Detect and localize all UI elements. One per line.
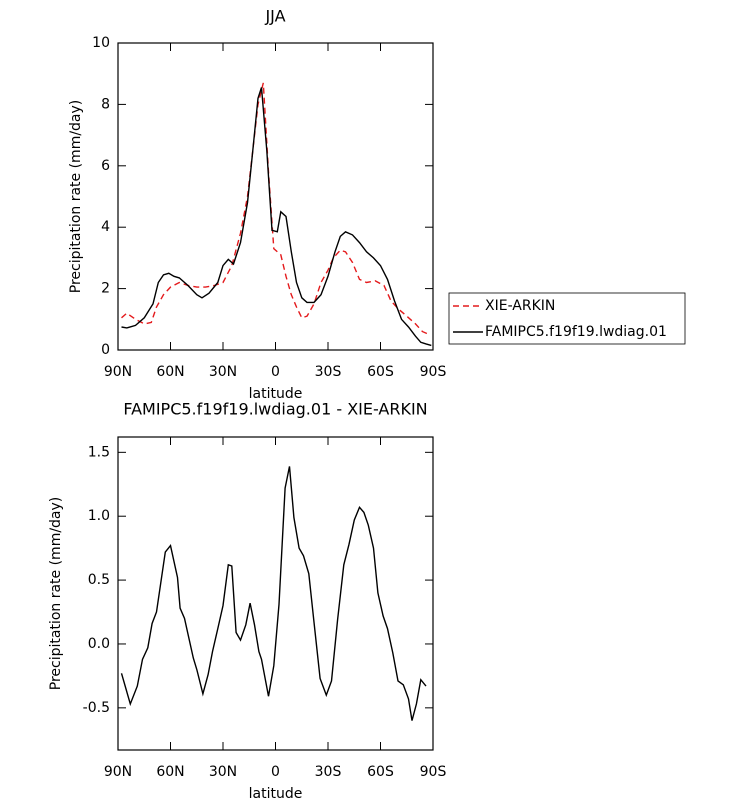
y-tick-label: 8	[101, 96, 110, 112]
y-tick-label: 0.0	[88, 636, 110, 652]
x-tick-label: 60S	[367, 764, 394, 780]
x-tick-label: 90N	[104, 764, 132, 780]
series-line	[120, 466, 427, 721]
x-tick-label: 30S	[315, 764, 342, 780]
y-tick-label: 4	[101, 219, 110, 235]
legend-box	[448, 292, 686, 345]
plot-frame	[117, 436, 434, 751]
x-tick-label: 30N	[209, 764, 237, 780]
y-tick-label: 0	[101, 342, 110, 358]
x-axis-label: latitude	[249, 786, 303, 802]
y-tick-label: 6	[101, 158, 110, 174]
series-line	[121, 82, 430, 336]
legend-label: XIE-ARKIN	[485, 298, 555, 314]
x-tick-label: 90N	[104, 364, 132, 380]
x-tick-label: 90S	[420, 764, 447, 780]
x-tick-label: 30S	[315, 364, 342, 380]
y-tick-label: 10	[92, 35, 110, 51]
y-tick-label: 2	[101, 281, 110, 297]
y-tick-label: 0.5	[88, 572, 110, 588]
x-tick-label: 0	[271, 764, 280, 780]
x-axis-label: latitude	[249, 386, 303, 402]
y-tick-label: -0.5	[83, 700, 110, 716]
y-axis-label: Precipitation rate (mm/day)	[48, 497, 64, 691]
legend-label: FAMIPC5.f19f19.lwdiag.01	[485, 324, 667, 340]
plot-frame	[117, 42, 434, 351]
x-tick-label: 90S	[420, 364, 447, 380]
x-tick-label: 30N	[209, 364, 237, 380]
x-tick-label: 60N	[156, 364, 184, 380]
x-tick-label: 60N	[156, 764, 184, 780]
chart-title: FAMIPC5.f19f19.lwdiag.01 - XIE-ARKIN	[123, 400, 427, 419]
series-line	[121, 87, 432, 347]
chart-title: JJA	[264, 7, 285, 26]
y-tick-label: 1.5	[88, 444, 110, 460]
x-tick-label: 60S	[367, 364, 394, 380]
y-axis-label: Precipitation rate (mm/day)	[68, 100, 84, 294]
y-tick-label: 1.0	[88, 508, 110, 524]
x-tick-label: 0	[271, 364, 280, 380]
